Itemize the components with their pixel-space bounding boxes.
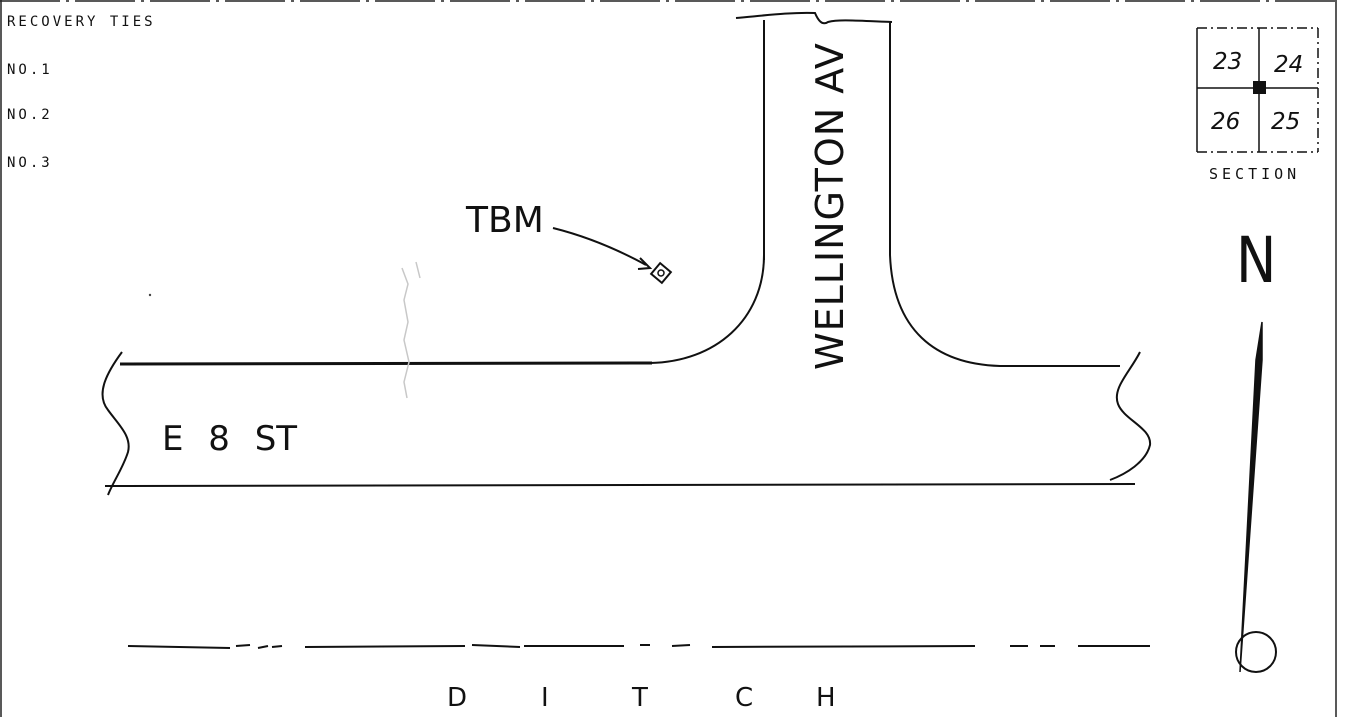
recovery-tie-3: NO.3: [7, 155, 53, 171]
break-lines: [101, 351, 1152, 496]
north-arrow-shaft: [1239, 321, 1263, 673]
recovery-tie-2: NO.2: [7, 107, 53, 123]
section-corner-marker-icon: [1253, 81, 1266, 94]
north-arrow: N: [1235, 224, 1277, 673]
wellington-av-edges: [649, 11, 1120, 367]
faint-marks: [148, 261, 421, 399]
north-arrow-circle-icon: [1235, 631, 1277, 673]
ditch-letter-d: D: [447, 683, 467, 713]
north-label: N: [1236, 224, 1276, 297]
benchmark-marker-icon: [649, 261, 673, 285]
recovery-ties-title: RECOVERY TIES: [7, 14, 156, 30]
ditch-letter-h: H: [816, 683, 836, 713]
ditch-letter-i: I: [541, 683, 549, 713]
arrowhead-icon: [637, 257, 653, 270]
wellington-av-label: WELLINGTON AV: [808, 42, 852, 370]
recovery-tie-1: NO.1: [7, 62, 53, 78]
e-8-st-edges: [104, 361, 1136, 487]
section-number-23: 23: [1213, 49, 1242, 75]
tbm-label: TBM: [465, 200, 544, 241]
section-number-26: 26: [1211, 109, 1240, 135]
section-number-24: 24: [1274, 52, 1303, 78]
ditch-line: [127, 644, 1150, 649]
section-key: 23 24 26 25 SECTION: [1196, 27, 1319, 183]
e-8-st-label: E 8 ST: [162, 419, 297, 459]
ditch-letter-c: C: [735, 683, 753, 713]
section-label: SECTION: [1209, 165, 1300, 183]
ditch-label: D I T C H: [447, 683, 836, 713]
ditch-letter-t: T: [631, 683, 648, 713]
tbm-leader-arrow: [552, 227, 647, 266]
section-number-25: 25: [1271, 109, 1300, 135]
